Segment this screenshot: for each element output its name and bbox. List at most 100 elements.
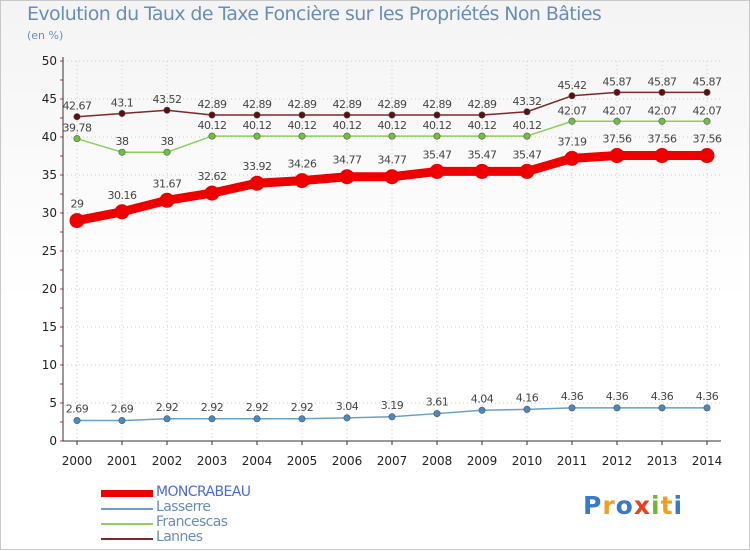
- data-point-francescas: [73, 135, 81, 143]
- y-tick-label: 25: [42, 244, 57, 258]
- data-point-lasserre: [163, 415, 171, 423]
- data-label-lannes: 43.52: [153, 93, 182, 106]
- data-label-francescas: 40.12: [468, 119, 497, 132]
- data-point-lasserre: [523, 405, 531, 413]
- x-tick-label: 2004: [242, 454, 273, 468]
- data-point-lasserre: [658, 404, 666, 412]
- y-tick-label: 30: [42, 206, 57, 220]
- data-label-lasserre: 4.36: [561, 390, 584, 403]
- data-point-moncrabeau: [339, 169, 355, 185]
- data-label-lasserre: 4.04: [471, 392, 494, 405]
- data-point-lannes: [568, 92, 576, 100]
- data-point-moncrabeau: [384, 169, 400, 185]
- data-label-francescas: 42.07: [693, 104, 722, 117]
- x-tick-label: 2006: [332, 454, 363, 468]
- x-tick-label: 2007: [377, 454, 408, 468]
- logo-letter: r: [602, 491, 616, 520]
- data-point-francescas: [478, 132, 486, 140]
- x-tick-label: 2012: [602, 454, 633, 468]
- data-point-lannes: [478, 111, 486, 119]
- data-label-moncrabeau: 33.92: [243, 160, 272, 173]
- data-point-francescas: [298, 132, 306, 140]
- data-point-francescas: [613, 117, 621, 125]
- data-label-francescas: 40.12: [288, 119, 317, 132]
- legend-label: Lannes: [156, 529, 203, 545]
- data-label-francescas: 40.12: [243, 119, 272, 132]
- data-label-lannes: 43.1: [111, 96, 134, 109]
- data-label-lannes: 42.89: [423, 98, 452, 111]
- data-label-moncrabeau: 34.77: [333, 154, 362, 167]
- data-label-lasserre: 4.36: [606, 390, 629, 403]
- x-tick-label: 2001: [107, 454, 138, 468]
- data-label-lasserre: 4.36: [696, 390, 719, 403]
- data-point-francescas: [703, 117, 711, 125]
- data-label-lasserre: 2.92: [201, 401, 224, 414]
- x-tick-label: 2003: [197, 454, 228, 468]
- data-point-francescas: [253, 132, 261, 140]
- data-point-francescas: [568, 117, 576, 125]
- data-label-moncrabeau: 29: [71, 198, 84, 211]
- data-point-moncrabeau: [204, 185, 220, 201]
- data-label-moncrabeau: 31.67: [153, 177, 182, 190]
- data-label-moncrabeau: 34.26: [288, 158, 317, 171]
- legend-swatch: [101, 508, 153, 510]
- y-tick-label: 20: [42, 282, 57, 296]
- data-point-lasserre: [613, 404, 621, 412]
- x-tick-label: 2013: [647, 454, 678, 468]
- data-label-moncrabeau: 35.47: [468, 148, 497, 161]
- data-label-francescas: 40.12: [423, 119, 452, 132]
- data-point-francescas: [343, 132, 351, 140]
- y-tick-label: 40: [42, 130, 57, 144]
- data-point-lannes: [703, 88, 711, 96]
- data-label-lannes: 42.67: [63, 100, 92, 113]
- x-tick-label: 2009: [467, 454, 498, 468]
- data-point-lasserre: [433, 410, 441, 418]
- legend-swatch: [101, 538, 153, 540]
- logo-letter: i: [673, 491, 684, 520]
- data-point-lasserre: [253, 415, 261, 423]
- y-tick-label: 5: [49, 396, 57, 410]
- data-label-moncrabeau: 37.56: [603, 133, 632, 146]
- data-label-moncrabeau: 37.56: [648, 133, 677, 146]
- data-point-moncrabeau: [609, 148, 625, 164]
- data-label-francescas: 42.07: [603, 104, 632, 117]
- data-point-lasserre: [118, 417, 126, 425]
- data-point-lannes: [163, 106, 171, 114]
- data-label-moncrabeau: 34.77: [378, 154, 407, 167]
- data-label-francescas: 38: [116, 135, 129, 148]
- data-label-lannes: 42.89: [198, 98, 227, 111]
- data-label-francescas: 40.12: [198, 119, 227, 132]
- logo-letter: x: [633, 491, 651, 520]
- data-label-lasserre: 2.69: [66, 403, 89, 416]
- logo-letter: i: [651, 491, 661, 520]
- data-point-lasserre: [343, 414, 351, 422]
- data-point-lannes: [253, 111, 261, 119]
- data-point-moncrabeau: [474, 163, 490, 179]
- x-tick-label: 2002: [152, 454, 183, 468]
- x-tick-label: 2005: [287, 454, 318, 468]
- series-group: [69, 88, 715, 425]
- data-label-lasserre: 2.92: [291, 401, 314, 414]
- x-tick-label: 2000: [62, 454, 93, 468]
- data-label-moncrabeau: 37.19: [558, 135, 587, 148]
- data-point-francescas: [208, 132, 216, 140]
- axes: 0 5 10 15 20 25 30 35 40 45 50 2000 2001 2002 2003 2004…: [42, 54, 723, 468]
- data-point-lannes: [433, 111, 441, 119]
- data-point-lannes: [208, 111, 216, 119]
- logo-letter: t: [660, 491, 674, 520]
- data-label-francescas: 40.12: [378, 119, 407, 132]
- data-label-francescas: 42.07: [648, 104, 677, 117]
- data-point-lannes: [73, 113, 81, 121]
- data-label-lannes: 43.32: [513, 95, 542, 108]
- data-label-francescas: 39.78: [63, 122, 92, 135]
- data-label-lannes: 45.87: [603, 75, 632, 88]
- x-tick-label: 2014: [692, 454, 723, 468]
- data-point-francescas: [658, 117, 666, 125]
- data-point-francescas: [388, 132, 396, 140]
- data-label-lannes: 45.42: [558, 79, 587, 92]
- data-label-lannes: 45.87: [648, 75, 677, 88]
- legend-swatch: [101, 523, 153, 525]
- x-tick-label: 2008: [422, 454, 453, 468]
- data-point-lasserre: [208, 415, 216, 423]
